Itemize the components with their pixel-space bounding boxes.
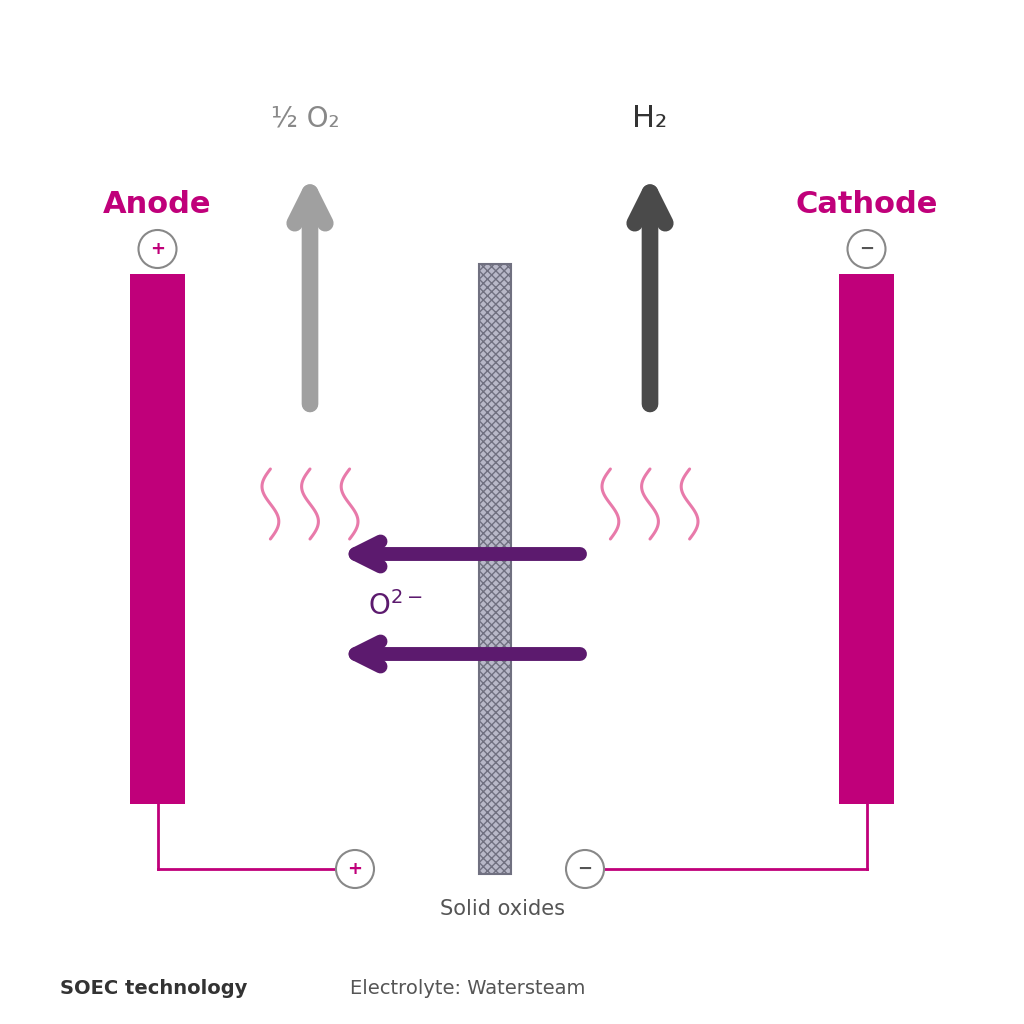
Text: Cathode: Cathode — [796, 189, 938, 218]
Text: −: − — [578, 860, 593, 878]
Text: $\mathrm{O^{2-}}$: $\mathrm{O^{2-}}$ — [368, 591, 422, 621]
Text: +: + — [150, 240, 165, 258]
Text: H₂: H₂ — [633, 104, 668, 133]
Text: −: − — [859, 240, 874, 258]
Text: SOEC technology: SOEC technology — [60, 980, 248, 998]
Ellipse shape — [138, 230, 176, 268]
FancyBboxPatch shape — [839, 274, 894, 804]
FancyBboxPatch shape — [130, 274, 185, 804]
Ellipse shape — [848, 230, 886, 268]
Text: +: + — [347, 860, 362, 878]
Text: ½ O₂: ½ O₂ — [270, 105, 339, 133]
Text: Anode: Anode — [103, 189, 212, 218]
Text: Electrolyte: Watersteam: Electrolyte: Watersteam — [350, 980, 586, 998]
Text: Solid oxides: Solid oxides — [440, 899, 565, 919]
Ellipse shape — [566, 850, 604, 888]
Ellipse shape — [336, 850, 374, 888]
Bar — [479, 264, 511, 874]
